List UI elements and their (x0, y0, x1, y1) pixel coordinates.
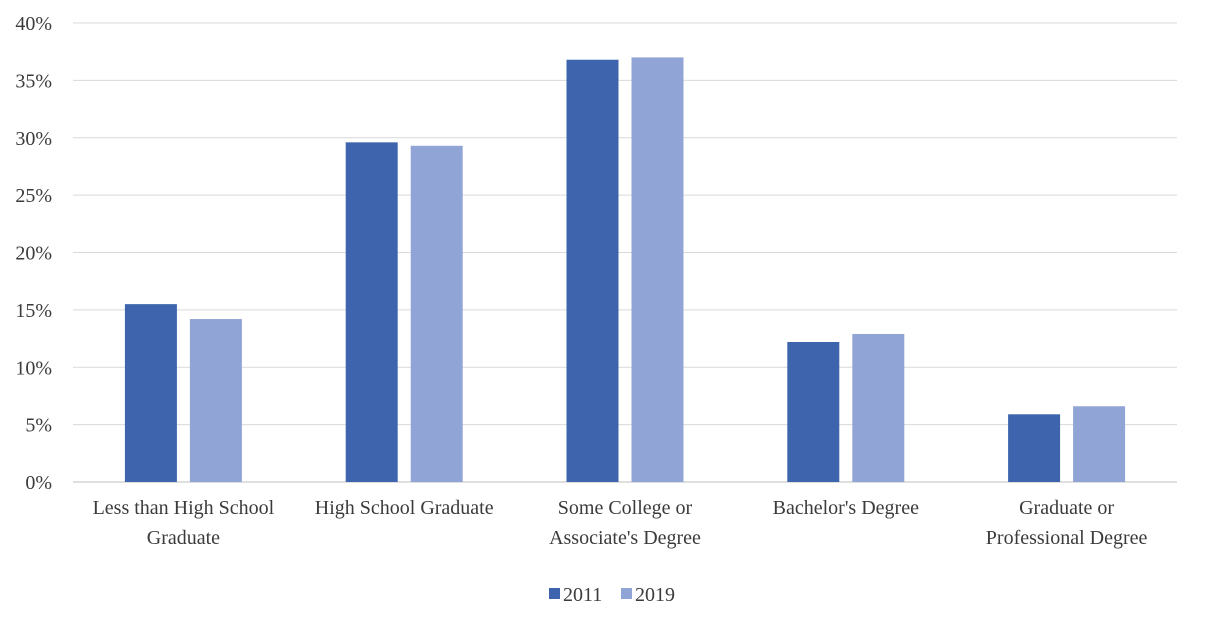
gridlines (73, 22, 1177, 483)
category-label-line: Associate's Degree (549, 527, 701, 549)
bar-2019-0 (189, 319, 242, 482)
category-label-line: Less than High School (93, 497, 275, 519)
bar-2011-0 (124, 304, 177, 482)
y-axis-tick-labels: 0% 5% 10% 15% 20% 25% 30% 35% 40% (15, 13, 52, 494)
y-tick-label: 35% (15, 70, 52, 92)
y-tick-label: 25% (15, 185, 52, 207)
x-axis-category-labels: Less than High School Graduate High School… (93, 497, 1148, 549)
category-label-line: Professional Degree (986, 527, 1148, 549)
category-label: High School Graduate (315, 497, 494, 519)
category-label: Graduate or Professional Degree (986, 497, 1148, 549)
y-tick-label: 15% (15, 300, 52, 322)
category-label-line: Graduate (147, 527, 220, 549)
legend: 2011 2019 (549, 584, 675, 606)
y-tick-label: 10% (15, 357, 52, 379)
category-label-line: Bachelor's Degree (773, 497, 919, 519)
bar-2019-3 (852, 333, 905, 482)
legend-label: 2011 (563, 584, 602, 606)
legend-swatch-2011 (549, 588, 560, 599)
y-tick-label: 30% (15, 128, 52, 150)
bar-2011-1 (345, 142, 398, 482)
bar-2019-1 (410, 145, 463, 482)
category-label-line: Graduate or (1019, 497, 1114, 519)
bar-2011-4 (1008, 414, 1061, 482)
legend-label: 2019 (635, 584, 675, 606)
bar-2019-2 (631, 57, 684, 483)
category-label: Less than High School Graduate (93, 497, 275, 549)
bar-2011-2 (566, 59, 619, 482)
y-tick-label: 5% (25, 415, 52, 437)
category-label-line: High School Graduate (315, 497, 494, 519)
bars (124, 57, 1126, 483)
category-label: Bachelor's Degree (773, 497, 919, 519)
bar-2019-4 (1073, 406, 1126, 482)
y-tick-label: 20% (15, 243, 52, 265)
category-label: Some College or Associate's Degree (549, 497, 701, 549)
y-tick-label: 40% (15, 13, 52, 35)
legend-swatch-2019 (621, 588, 632, 599)
category-label-line: Some College or (558, 497, 693, 519)
bar-2011-3 (787, 342, 840, 482)
y-tick-label: 0% (25, 472, 52, 494)
